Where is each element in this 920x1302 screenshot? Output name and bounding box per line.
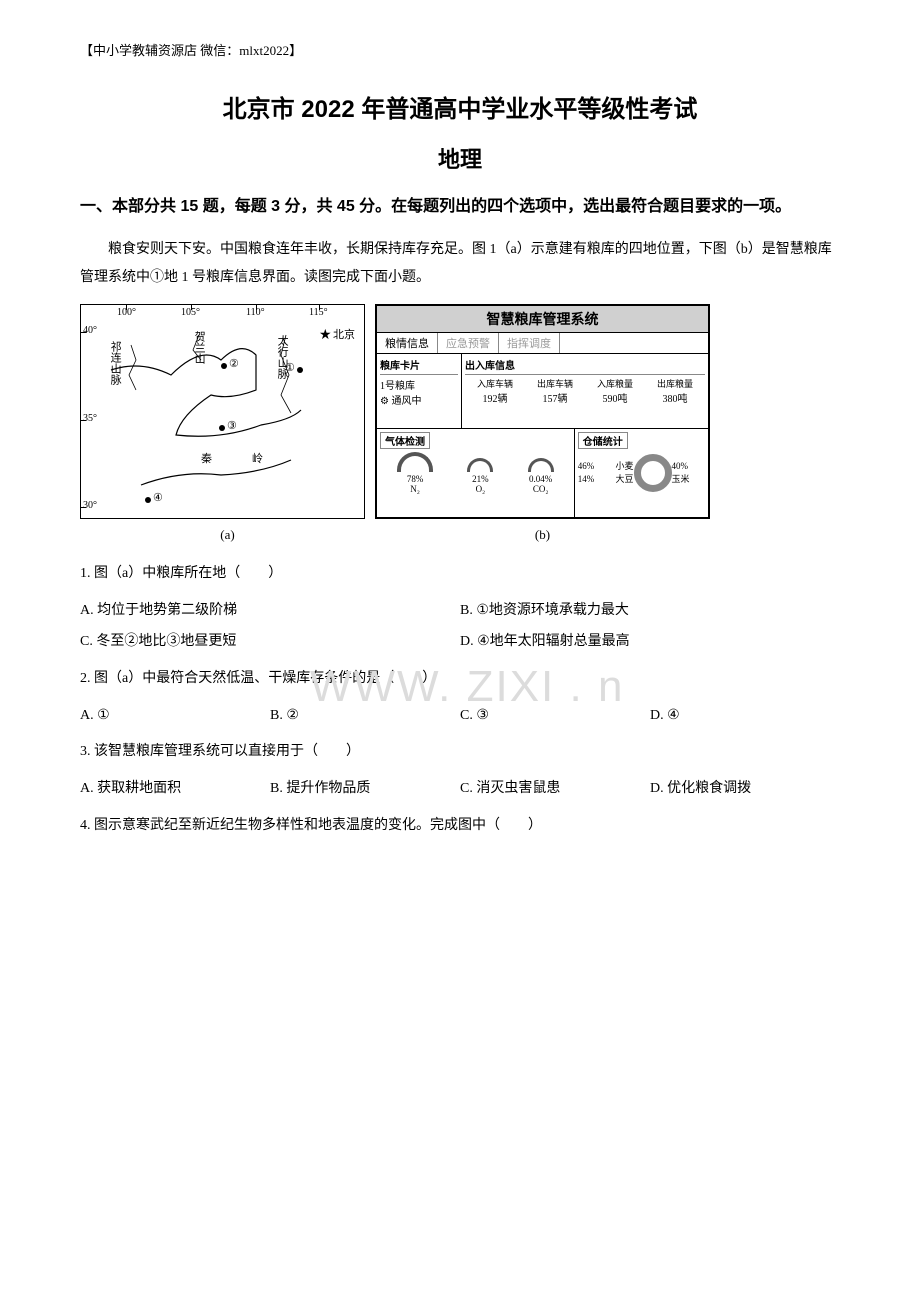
- q2-stem: 2. 图（a）中最符合天然低温、干燥库存条件的是（ ）: [80, 664, 840, 695]
- gauge-arc-icon: [467, 458, 493, 472]
- storage-pct: 40%: [672, 460, 689, 474]
- tab-emergency: 应急预警: [438, 333, 499, 353]
- q1-opt-a: A. 均位于地势第二级阶梯: [80, 596, 460, 627]
- q2-opt-d: D. ④: [650, 701, 840, 732]
- granary-card: 粮库卡片 1号粮库 ⚙ 通风中: [377, 354, 462, 428]
- exam-title: 北京市 2022 年普通高中学业水平等级性考试: [80, 89, 840, 124]
- subject-title: 地理: [80, 142, 840, 174]
- gas-detection: 气体检测 78% N₂ 21% O₂: [377, 429, 575, 517]
- q2-opt-a: A. ①: [80, 701, 270, 732]
- inout-value: 590吨: [585, 390, 645, 405]
- map-point-4: ④: [153, 491, 163, 504]
- inout-title: 出入库信息: [465, 357, 705, 375]
- storage-name: 小麦: [616, 460, 634, 474]
- inout-value: 380吨: [645, 390, 705, 405]
- q3-opt-d: D. 优化粮食调拨: [650, 774, 840, 805]
- figure-captions: (a) (b): [80, 527, 840, 543]
- gauge-n2: 78% N₂: [397, 452, 433, 494]
- q1-opt-b: B. ①地资源环境承载力最大: [460, 596, 840, 627]
- q3-opt-a: A. 获取耕地面积: [80, 774, 270, 805]
- map-point-1: ①: [285, 361, 295, 374]
- storage-item: 46% 小麦: [578, 460, 634, 474]
- q3-options: A. 获取耕地面积 B. 提升作物品质 C. 消灭虫害鼠患 D. 优化粮食调拨: [80, 774, 840, 805]
- inout-header: 入库粮量: [585, 377, 645, 390]
- q1-opt-d: D. ④地年太阳辐射总量最高: [460, 627, 840, 658]
- gauge-arc-icon: [528, 458, 554, 472]
- storage-stats: 仓储统计 46% 小麦 14% 大豆: [575, 429, 708, 517]
- gauge-pct: 21%: [467, 474, 493, 484]
- tab-grain-info: 粮情信息: [377, 333, 438, 353]
- storage-title: 仓储统计: [578, 432, 628, 449]
- panel-title: 智慧粮库管理系统: [377, 306, 708, 333]
- card-line: ⚙ 通风中: [380, 392, 458, 407]
- mountain-qilian: 祁连山脉: [109, 341, 121, 385]
- mountain-helan: 贺兰山: [193, 331, 205, 364]
- inout-header: 出库车辆: [525, 377, 585, 390]
- passage-text: 粮食安则天下安。中国粮食连年丰收，长期保持库存充足。图 1（a）示意建有粮库的四…: [80, 236, 840, 292]
- q1-options: A. 均位于地势第二级阶梯 B. ①地资源环境承载力最大 C. 冬至②地比③地昼…: [80, 596, 840, 658]
- q3-opt-b: B. 提升作物品质: [270, 774, 460, 805]
- storage-pct: 14%: [578, 473, 595, 487]
- city-beijing: 北京: [333, 329, 355, 341]
- inout-header: 入库车辆: [465, 377, 525, 390]
- storage-item: 40%: [672, 460, 705, 474]
- storage-name: 玉米: [672, 473, 690, 487]
- gauge-label: N₂: [397, 484, 433, 494]
- gauge-pct: 78%: [397, 474, 433, 484]
- inout-value: 157辆: [525, 390, 585, 405]
- q1-opt-c: C. 冬至②地比③地昼更短: [80, 627, 460, 658]
- storage-name: 大豆: [616, 473, 634, 487]
- star-icon: ★: [319, 327, 332, 344]
- figure-a-map: 100° 105° 110° 115° 40° 35° 30°: [80, 304, 365, 519]
- panel-tabs: 粮情信息 应急预警 指挥调度: [377, 333, 708, 354]
- gauge-o2: 21% O₂: [467, 458, 493, 494]
- storage-item: 玉米: [672, 473, 705, 487]
- section-intro: 一、本部分共 15 题，每题 3 分，共 45 分。在每题列出的四个选项中，选出…: [80, 192, 840, 222]
- donut-chart-icon: [634, 454, 672, 492]
- inout-info: 出入库信息 入库车辆 出库车辆 入库粮量 出库粮量 192辆 157辆 590吨…: [462, 354, 708, 428]
- gauge-co2: 0.04% CO₂: [528, 458, 554, 494]
- inout-header: 出库粮量: [645, 377, 705, 390]
- fig-a-caption: (a): [80, 527, 375, 543]
- gauge-label: O₂: [467, 484, 493, 494]
- q2-opt-c: C. ③: [460, 701, 650, 732]
- q2-opt-b: B. ②: [270, 701, 460, 732]
- q1-stem: 1. 图（a）中粮库所在地（ ）: [80, 559, 840, 590]
- inout-values: 192辆 157辆 590吨 380吨: [465, 390, 705, 405]
- q3-stem: 3. 该智慧粮库管理系统可以直接用于（ ）: [80, 737, 840, 768]
- mountain-qinling: 秦 岭: [201, 453, 269, 465]
- fig-b-caption: (b): [375, 527, 710, 543]
- q4-stem: 4. 图示意寒武纪至新近纪生物多样性和地表温度的变化。完成图中（ ）: [80, 811, 840, 842]
- q3-opt-c: C. 消灭虫害鼠患: [460, 774, 650, 805]
- card-line: 1号粮库: [380, 377, 458, 392]
- storage-pct: 46%: [578, 460, 595, 474]
- figures-row: 100° 105° 110° 115° 40° 35° 30°: [80, 304, 840, 519]
- gauge-pct: 0.04%: [528, 474, 554, 484]
- gauge-arc-icon: [397, 452, 433, 472]
- map-point-3: ③: [227, 419, 237, 432]
- storage-item: 14% 大豆: [578, 473, 634, 487]
- inout-value: 192辆: [465, 390, 525, 405]
- card-title: 粮库卡片: [380, 357, 458, 375]
- tab-dispatch: 指挥调度: [499, 333, 560, 353]
- q2-options: A. ① B. ② C. ③ D. ④: [80, 701, 840, 732]
- header-note: 【中小学教辅资源店 微信：mlxt2022】: [80, 40, 840, 59]
- inout-headers: 入库车辆 出库车辆 入库粮量 出库粮量: [465, 377, 705, 390]
- figure-b-panel: 智慧粮库管理系统 粮情信息 应急预警 指挥调度 粮库卡片 1号粮库 ⚙ 通风中 …: [375, 304, 710, 519]
- map-point-2: ②: [229, 357, 239, 370]
- gas-title: 气体检测: [380, 432, 430, 449]
- gauge-label: CO₂: [528, 484, 554, 494]
